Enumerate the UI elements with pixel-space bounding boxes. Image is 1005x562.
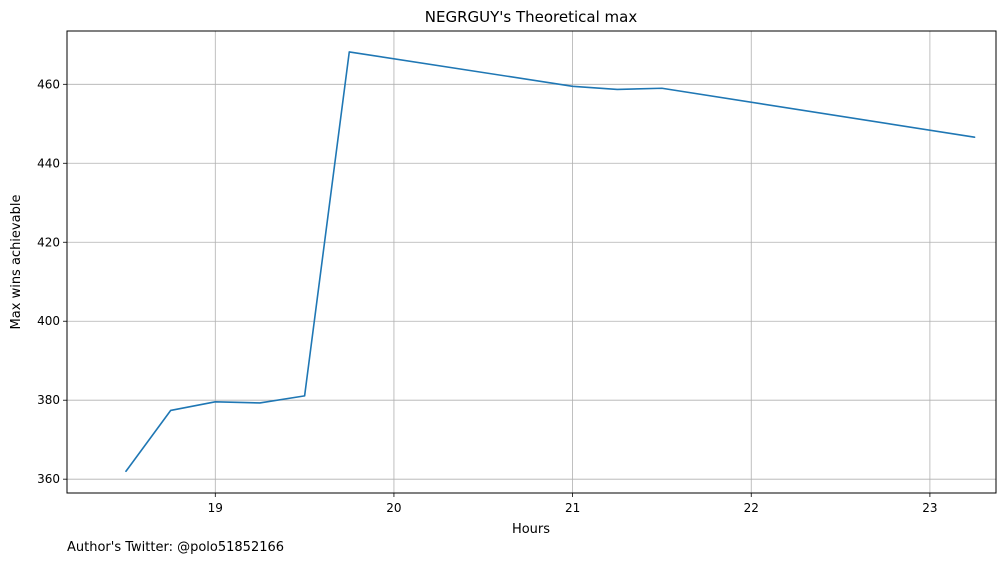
y-tick-label: 400 bbox=[37, 314, 60, 328]
series-line bbox=[125, 51, 976, 473]
axis-ticks: 19 20 21 22 23 360 380 400 420 440 460 bbox=[37, 77, 937, 515]
x-tick-label: 19 bbox=[208, 501, 223, 515]
y-tick-label: 440 bbox=[37, 156, 60, 170]
x-tick-label: 21 bbox=[565, 501, 580, 515]
y-axis-title: Max wins achievable bbox=[9, 195, 24, 330]
series-layer bbox=[125, 51, 976, 473]
y-tick-label: 420 bbox=[37, 235, 60, 249]
y-tick-label: 380 bbox=[37, 393, 60, 407]
footer-note: Author's Twitter: @polo51852166 bbox=[67, 540, 284, 555]
y-tick-label: 460 bbox=[37, 77, 60, 91]
chart-title: NEGRGUY's Theoretical max bbox=[425, 8, 638, 26]
grid bbox=[67, 31, 996, 493]
plot-frame bbox=[66, 30, 997, 494]
x-tick-label: 20 bbox=[386, 501, 401, 515]
y-tick-label: 360 bbox=[37, 472, 60, 486]
x-tick-label: 23 bbox=[922, 501, 937, 515]
x-axis-title: Hours bbox=[512, 522, 550, 537]
x-tick-label: 22 bbox=[744, 501, 759, 515]
series-line-group bbox=[125, 51, 976, 473]
